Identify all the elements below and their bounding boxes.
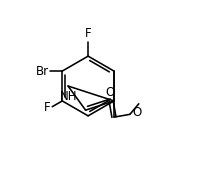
Text: Br: Br — [35, 64, 49, 78]
Text: F: F — [44, 101, 51, 114]
Text: F: F — [85, 27, 91, 40]
Text: NH: NH — [60, 90, 78, 103]
Text: O: O — [132, 106, 141, 120]
Text: O: O — [106, 86, 115, 99]
